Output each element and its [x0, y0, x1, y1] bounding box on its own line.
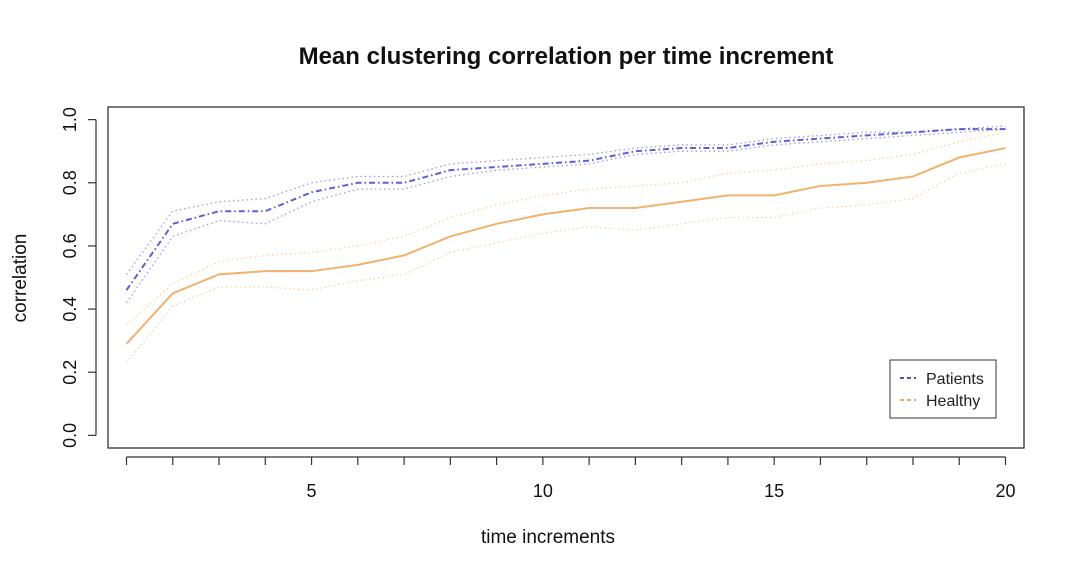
y-tick-label: 0.8 [60, 170, 80, 195]
x-tick-label: 10 [533, 481, 553, 501]
y-axis: 0.0 0.2 0.4 0.6 0.8 1.0 [60, 107, 97, 448]
patients-mean-line [125, 128, 1006, 291]
x-axis-label: time increments [481, 527, 615, 548]
patients-upper-band-line [125, 125, 1006, 275]
x-axis: 5 10 15 20 [125, 456, 1016, 501]
healthy-upper-band-line [126, 131, 1006, 326]
patients-lower-band-line [125, 128, 1006, 304]
chart-title: Mean clustering correlation per time inc… [299, 43, 834, 70]
legend-label: Healthy [926, 393, 980, 410]
plot-area [125, 125, 1006, 364]
y-tick-label: 0.2 [60, 360, 80, 385]
x-tick-label: 20 [995, 481, 1015, 501]
plot-frame [107, 106, 1025, 449]
y-tick-label: 1.0 [60, 107, 80, 132]
y-tick-label: 0.4 [60, 297, 80, 322]
x-tick-label: 5 [307, 481, 317, 501]
y-axis-label: correlation [10, 234, 31, 323]
healthy-mean-line [125, 147, 1006, 345]
healthy-lower-band-line [126, 163, 1006, 364]
y-tick-label: 0.0 [60, 423, 80, 448]
y-tick-label: 0.6 [60, 233, 80, 258]
legend-label: Patients [926, 371, 984, 388]
legend: Patients Healthy [889, 359, 997, 419]
x-tick-label: 15 [764, 481, 784, 501]
legend-box [889, 359, 997, 419]
